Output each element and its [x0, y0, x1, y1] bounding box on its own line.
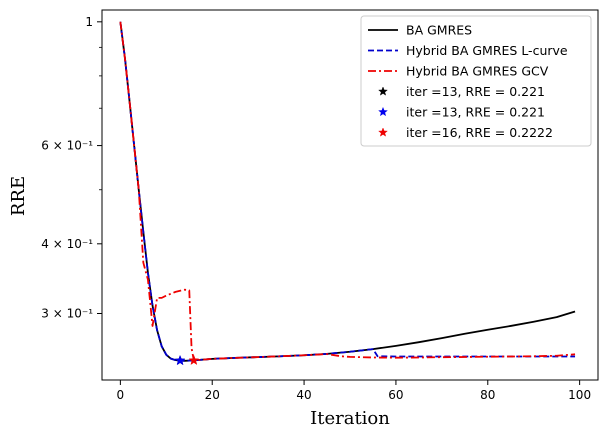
y-tick-label: 3 × 10⁻¹: [41, 307, 93, 321]
x-tick-label: 0: [117, 388, 125, 402]
x-tick-label: 40: [296, 388, 311, 402]
legend-label: iter =13, RRE = 0.221: [406, 84, 545, 99]
y-axis-title: RRE: [8, 176, 29, 216]
x-tick-label: 100: [568, 388, 591, 402]
x-axis-title: Iteration: [310, 408, 390, 429]
legend-box: [360, 15, 592, 147]
x-tick-label: 80: [480, 388, 495, 402]
series-line-2: [119, 21, 576, 362]
marker-layer: [174, 354, 200, 366]
legend-label: BA GMRES: [406, 23, 472, 38]
best-iteration-marker-1: [174, 354, 186, 366]
x-tick-label: 20: [205, 388, 220, 402]
x-tick-label: 60: [388, 388, 403, 402]
series-layer: [119, 21, 576, 362]
legend-label: Hybrid BA GMRES L-curve: [406, 43, 568, 58]
x-axis: 0 20 40 60 80 100: [117, 380, 591, 402]
y-axis: 3 × 10⁻¹ 4 × 10⁻¹ 6 × 10⁻¹ 1: [41, 15, 102, 321]
legend-label: iter =16, RRE = 0.2222: [406, 125, 553, 140]
legend: BA GMRES Hybrid BA GMRES L-curve Hybrid BA…: [360, 15, 592, 147]
legend-swatch-star: [378, 106, 388, 117]
y-tick-label: 1: [85, 15, 93, 29]
series-line-1: [119, 21, 576, 362]
best-iteration-marker-2: [188, 354, 200, 366]
y-tick-label: 6 × 10⁻¹: [41, 139, 93, 153]
y-tick-label: 4 × 10⁻¹: [41, 237, 93, 251]
legend-swatch-star: [378, 86, 388, 96]
legend-label: iter =13, RRE = 0.221: [406, 105, 545, 120]
legend-swatch-star: [378, 127, 388, 137]
legend-label: Hybrid BA GMRES GCV: [406, 64, 549, 79]
plot-frame: [101, 9, 599, 381]
